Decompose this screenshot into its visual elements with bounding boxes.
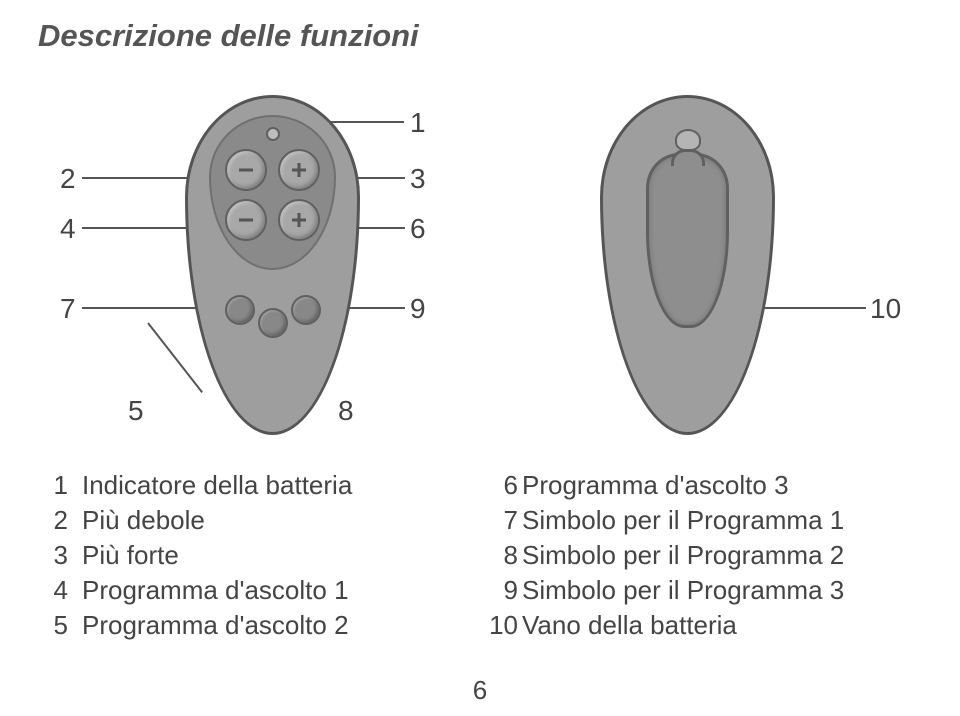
program-button-3-icon	[291, 295, 321, 325]
legend-text: Indicatore della batteria	[82, 470, 474, 501]
back-indicator-icon	[675, 129, 701, 151]
diagram-label-7: 7	[60, 293, 76, 325]
page-number: 6	[473, 675, 487, 706]
page-title: Descrizione delle funzioni	[38, 18, 419, 54]
diagram-label-6: 6	[410, 213, 426, 245]
plus-button-icon	[278, 199, 320, 241]
plus-button-icon	[278, 149, 320, 191]
program-button-2-icon	[258, 308, 288, 338]
legend-num: 4	[34, 575, 82, 606]
diagram-label-10: 10	[870, 293, 901, 325]
legend-column-left: 1 Indicatore della batteria 2 Più debole…	[34, 470, 474, 641]
diagram-label-3: 3	[410, 163, 426, 195]
legend-text: Vano della batteria	[522, 610, 926, 641]
legend-area: 1 Indicatore della batteria 2 Più debole…	[34, 470, 926, 641]
legend-num: 3	[34, 540, 82, 571]
legend-text: Simbolo per il Programma 3	[522, 575, 926, 606]
diagram-label-2: 2	[60, 163, 76, 195]
legend-num: 2	[34, 505, 82, 536]
diagram-label-1: 1	[410, 107, 426, 139]
diagram-label-5: 5	[128, 395, 144, 427]
legend-text: Programma d'ascolto 3	[522, 470, 926, 501]
remote-back-illustration	[600, 95, 775, 435]
minus-button-icon	[225, 149, 267, 191]
legend-text: Più debole	[82, 505, 474, 536]
legend-num: 5	[34, 610, 82, 641]
battery-compartment-icon	[646, 153, 729, 328]
minus-button-icon	[225, 199, 267, 241]
legend-text: Più forte	[82, 540, 474, 571]
diagram-label-4: 4	[60, 213, 76, 245]
legend-column-right: 6 Programma d'ascolto 3 7 Simbolo per il…	[474, 470, 926, 641]
legend-text: Simbolo per il Programma 2	[522, 540, 926, 571]
program-button-1-icon	[225, 295, 255, 325]
legend-text: Programma d'ascolto 1	[82, 575, 474, 606]
legend-text: Simbolo per il Programma 1	[522, 505, 926, 536]
remote-front-illustration	[185, 95, 360, 435]
diagram-area: 2 4 7 5 1 3 6 9 8 10	[0, 75, 960, 455]
legend-text: Programma d'ascolto 2	[82, 610, 474, 641]
battery-led-icon	[266, 127, 280, 141]
legend-num: 1	[34, 470, 82, 501]
diagram-label-9: 9	[410, 293, 426, 325]
